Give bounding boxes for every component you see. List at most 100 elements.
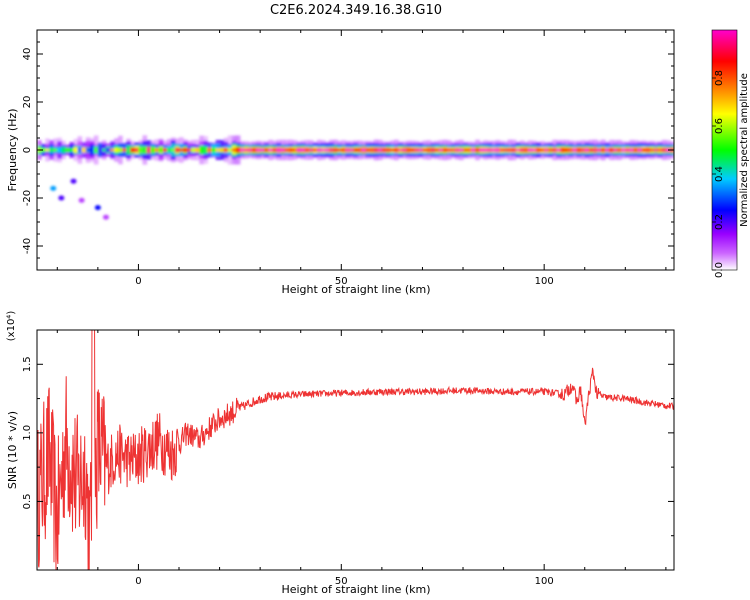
heatmap-cell bbox=[280, 148, 286, 152]
heatmap-cell bbox=[649, 148, 655, 152]
heatmap-cell bbox=[629, 148, 635, 152]
heatmap-cell bbox=[365, 148, 371, 152]
heatmap-cell bbox=[134, 148, 140, 152]
heatmap-cell bbox=[491, 148, 497, 152]
colorbar-gradient bbox=[711, 29, 738, 271]
heatmap-cell bbox=[227, 148, 233, 152]
heatmap-cell bbox=[454, 148, 460, 152]
spectrogram-xlabel: Height of straight line (km) bbox=[281, 283, 430, 296]
heatmap-cell bbox=[154, 148, 160, 152]
heatmap-cell bbox=[568, 148, 574, 152]
heatmap-cell bbox=[264, 148, 269, 152]
heatmap-cell bbox=[316, 148, 322, 152]
heatmap-cell bbox=[596, 148, 602, 152]
heatmap-cell bbox=[463, 148, 468, 152]
heatmap-cell bbox=[377, 148, 383, 152]
heatmap-cell bbox=[560, 148, 566, 152]
heatmap-cell bbox=[381, 148, 387, 152]
heatmap-cell bbox=[426, 148, 432, 152]
heatmap-cell bbox=[85, 148, 91, 152]
heatmap-cell bbox=[572, 148, 578, 152]
heatmap-cell bbox=[450, 148, 456, 152]
heatmap-cell bbox=[406, 148, 411, 152]
heatmap-cell bbox=[657, 148, 663, 152]
heatmap-cell bbox=[495, 148, 501, 152]
heatmap-cell bbox=[645, 148, 651, 152]
heatmap-cell bbox=[548, 148, 553, 152]
heatmap-cell bbox=[166, 147, 172, 153]
heatmap-cell bbox=[458, 148, 464, 152]
colorbar-tick-label: 0.4 bbox=[714, 166, 725, 182]
heatmap-cell bbox=[398, 148, 403, 152]
y-tick-label: -40 bbox=[22, 238, 33, 254]
heatmap-cell bbox=[162, 148, 168, 152]
heatmap-cell bbox=[333, 148, 338, 152]
snr-multiplier: (x10⁴) bbox=[6, 311, 17, 342]
colorbar-tick-label: 0.0 bbox=[714, 262, 725, 278]
snr-panel: 0 50 100 0.5 1.0 1.5 Height of straight line … bbox=[6, 311, 675, 596]
heatmap-cell bbox=[625, 148, 630, 152]
heatmap-cell bbox=[187, 148, 192, 152]
heatmap-cell bbox=[511, 148, 517, 152]
x-tick-label: 0 bbox=[135, 276, 141, 287]
heatmap-cell bbox=[479, 148, 484, 152]
heatmap-cell bbox=[247, 148, 253, 152]
heatmap-cell bbox=[288, 148, 294, 152]
heatmap-cell bbox=[308, 148, 314, 152]
heatmap-cell bbox=[337, 148, 342, 152]
heatmap-cell bbox=[410, 148, 415, 152]
heatmap-cell bbox=[519, 148, 525, 152]
heatmap-cell bbox=[661, 148, 667, 152]
heatmap-cell bbox=[146, 147, 152, 153]
heatmap-blob bbox=[94, 205, 101, 211]
heatmap-cell bbox=[183, 147, 188, 153]
heatmap-cell bbox=[97, 147, 103, 153]
y-tick-label: 1.5 bbox=[22, 356, 33, 372]
heatmap-cell bbox=[195, 147, 200, 153]
heatmap-cell bbox=[527, 148, 533, 152]
heatmap-cell bbox=[199, 148, 204, 152]
heatmap-cell bbox=[442, 148, 448, 152]
spectrogram-ylabel: Frequency (Hz) bbox=[6, 109, 19, 192]
heatmap-cell bbox=[540, 148, 545, 152]
heatmap-cell bbox=[73, 147, 79, 153]
heatmap-cell bbox=[81, 147, 87, 153]
heatmap-cell bbox=[605, 148, 610, 152]
x-tick-label: 100 bbox=[535, 576, 554, 587]
heatmap-cell bbox=[276, 148, 282, 152]
heatmap-cell bbox=[357, 148, 363, 152]
heatmap-cell bbox=[641, 148, 647, 152]
heatmap-cell bbox=[105, 148, 111, 152]
heatmap-cell bbox=[304, 148, 310, 152]
snr-frame bbox=[36, 329, 675, 571]
heatmap-cell bbox=[588, 148, 594, 152]
heatmap-cell bbox=[235, 147, 241, 153]
heatmap-cell bbox=[239, 148, 245, 152]
y-tick-label: 0.5 bbox=[22, 493, 33, 509]
heatmap-cell bbox=[142, 147, 148, 153]
heatmap-blob bbox=[102, 214, 109, 220]
heatmap-cell bbox=[653, 148, 659, 152]
heatmap-cell bbox=[556, 148, 561, 152]
heatmap-cell bbox=[584, 148, 590, 152]
colorbar-label: Normalized spectral amplitude bbox=[739, 73, 750, 227]
spectrogram-band bbox=[37, 135, 674, 220]
heatmap-cell bbox=[252, 148, 257, 152]
colorbar: 0.0 0.2 0.4 0.6 0.8 Normalized spectral ampl… bbox=[711, 29, 750, 278]
heatmap-cell bbox=[373, 148, 379, 152]
heatmap-cell bbox=[260, 148, 265, 152]
heatmap-cell bbox=[211, 147, 217, 153]
figure-title: C2E6.2024.349.16.38.G10 bbox=[270, 3, 442, 18]
heatmap-cell bbox=[130, 147, 135, 153]
heatmap-cell bbox=[345, 148, 351, 152]
heatmap-cell bbox=[361, 148, 367, 152]
heatmap-cell bbox=[203, 148, 209, 152]
heatmap-cell bbox=[69, 148, 75, 152]
heatmap-cell bbox=[45, 148, 50, 152]
heatmap-cell bbox=[418, 148, 424, 152]
heatmap-cell bbox=[179, 148, 184, 152]
heatmap-cell bbox=[256, 148, 261, 152]
y-tick-label: 40 bbox=[22, 48, 33, 61]
x-tick-label: 50 bbox=[335, 276, 348, 287]
